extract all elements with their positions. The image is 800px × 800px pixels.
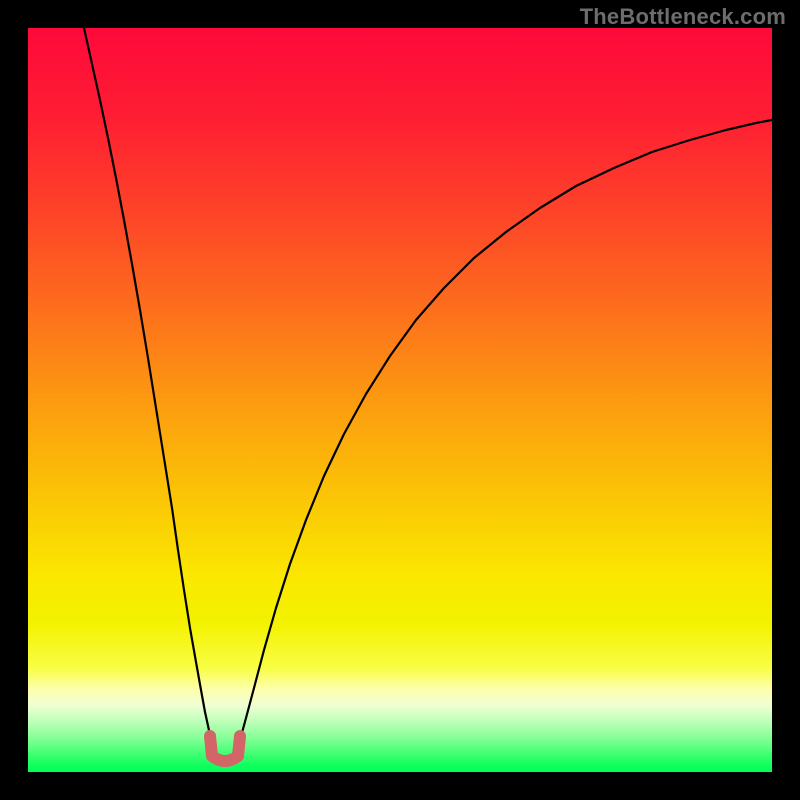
watermark-text: TheBottleneck.com [580,4,786,30]
chart-container: TheBottleneck.com [0,0,800,800]
bottleneck-chart [0,0,800,800]
plot-background [28,28,772,772]
